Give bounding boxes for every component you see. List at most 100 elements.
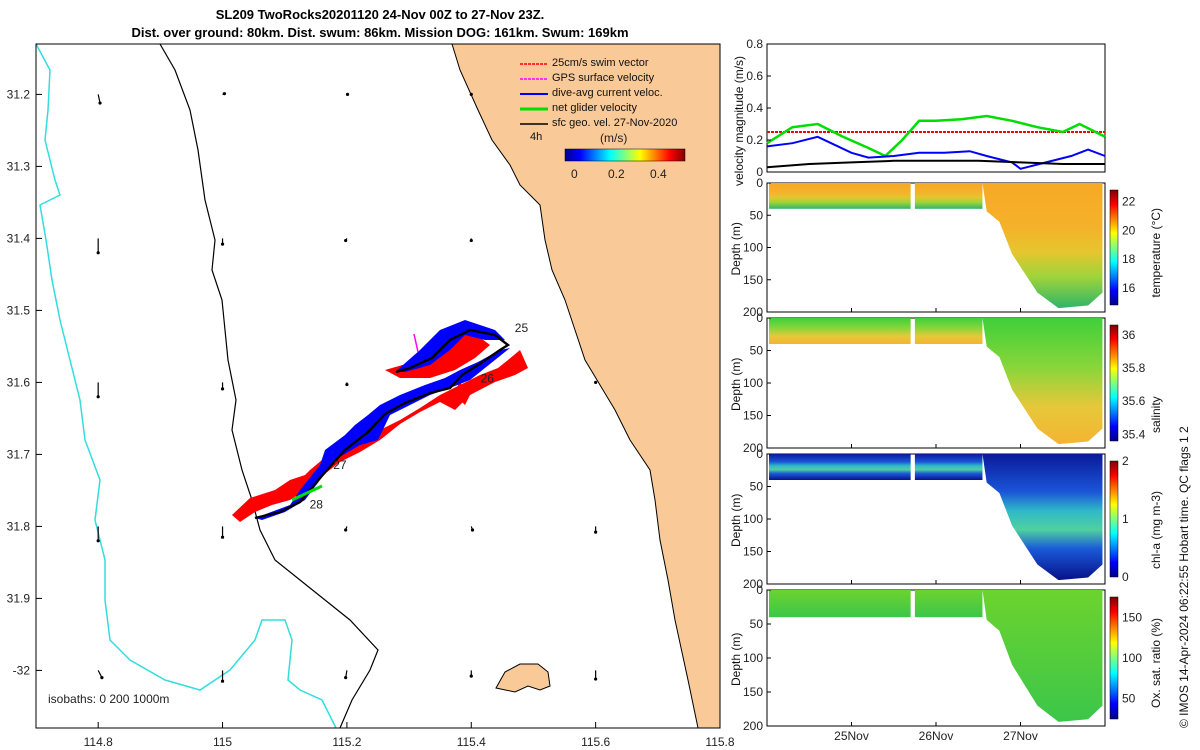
geo-vector-head: [96, 395, 100, 399]
velocity-frame: [766, 43, 1106, 173]
geo-vector-head: [594, 380, 598, 384]
section-y-tick: 150: [743, 545, 763, 559]
section-panel: 0 50 100 150 200 Depth (m) 16 18 20 22 temperature…: [729, 176, 1163, 319]
geo-vector-head: [222, 92, 227, 96]
velocity-ylabel: velocity magnitude (m/s): [732, 56, 746, 186]
section-y-tick: 150: [743, 273, 763, 287]
velocity-y-tick: 0.8: [746, 37, 763, 51]
map-y-tick: 31.9: [7, 591, 31, 605]
section-shallow: [914, 183, 983, 209]
geo-vector-head: [469, 92, 473, 96]
section-y-tick: 100: [743, 376, 763, 390]
land-area: [451, 44, 720, 728]
credit-text: © IMOS 14-Apr-2024 06:22:55 Hobart time.…: [1177, 426, 1191, 728]
chart-subtitle: Dist. over ground: 80km. Dist. swum: 86k…: [131, 25, 629, 40]
map-y-tick: 31.3: [7, 159, 31, 173]
legend-label: GPS surface velocity: [552, 72, 655, 84]
section-ylabel: Depth (m): [729, 494, 743, 547]
geo-vector-head: [345, 92, 350, 96]
dive-avg-vectors: [255, 320, 510, 520]
section-y-tick: 150: [743, 409, 763, 423]
colorbar-tick: 2: [1122, 454, 1129, 468]
section-shallow: [769, 454, 911, 480]
colorbar-tick: 16: [1122, 281, 1136, 295]
map-frame: [35, 43, 721, 729]
speed-colorbar: [564, 148, 686, 162]
section-panel: 0 50 100 150 200 Depth (m) 50 100 150 Ox. sat. ra…: [729, 583, 1163, 743]
section-ylabel: Depth (m): [729, 633, 743, 686]
colorbar-tick: 0: [571, 167, 578, 181]
geo-vector-head: [220, 387, 225, 391]
map-y-tick: 31.8: [7, 519, 31, 533]
legend-label: net glider velocity: [552, 102, 637, 114]
section-deep: [982, 454, 1103, 581]
map-panel: 114.8 115 115.2 115.4 115.6 115.8 31.2 31.3 31.4…: [7, 43, 735, 749]
colorbar-tick: 35.6: [1122, 394, 1146, 408]
geo-vector-head: [98, 101, 102, 105]
colorbar-tick: 0: [1122, 570, 1129, 584]
velocity-y-tick: 0.2: [746, 133, 763, 147]
section-y-tick: 50: [750, 480, 764, 494]
legend-item: dive-avg current veloc.: [520, 87, 663, 99]
section-y-tick: 200: [743, 719, 763, 733]
geo-vector-head: [344, 676, 348, 680]
isobath-label: isobaths: 0 200 1000m: [48, 692, 169, 706]
section-y-tick: 150: [743, 685, 763, 699]
island-rottnest: [495, 663, 551, 693]
section-x-tick: 27Nov: [1003, 729, 1038, 743]
gps-velocity-arrow: [413, 333, 419, 353]
map-y-tick: 31.4: [7, 231, 31, 245]
map-x-tick: 115.6: [581, 735, 610, 749]
section-ylabel: Depth (m): [729, 222, 743, 275]
map-x-tick: 114.8: [84, 735, 113, 749]
velocity-lines: [766, 114, 1106, 170]
section-y-tick: 50: [750, 617, 764, 631]
section-y-tick: 50: [750, 208, 764, 222]
section-colorbar: [1109, 189, 1119, 306]
velocity-series: [766, 114, 1106, 158]
day-label: 27: [333, 458, 347, 472]
geo-vector-head: [220, 242, 225, 246]
section-y-tick: 100: [743, 651, 763, 665]
section-shallow: [914, 590, 983, 618]
geo-vector-head: [469, 238, 473, 243]
legend-item: 25cm/s swim vector: [520, 57, 649, 69]
section-y-tick: 200: [743, 577, 763, 591]
geo-vector-head: [220, 679, 225, 683]
section-deep: [982, 318, 1103, 445]
velocity-panel: 0 0.2 0.4 0.6 0.8 velocity magnitude (m/s): [732, 37, 1106, 186]
map-y-tick: 31.6: [7, 375, 31, 389]
day-label: 26: [481, 371, 495, 385]
day-label: 25: [515, 321, 529, 335]
map-tick-labels: 114.8 115 115.2 115.4 115.6 115.8 31.2 31.3 31.4…: [7, 87, 735, 749]
colorbar-label: chl-a (mg m-3): [1149, 491, 1163, 569]
section-y-tick: 0: [756, 447, 763, 461]
section-x-tick: 26Nov: [919, 729, 954, 743]
colorbar-tick: 35.4: [1122, 427, 1146, 441]
chart-title: SL209 TwoRocks20201120 24-Nov 00Z to 27-…: [215, 7, 545, 22]
map-x-tick: 115: [213, 735, 232, 749]
geo-vector-head: [594, 677, 598, 681]
section-y-tick: 200: [743, 441, 763, 455]
colorbar-label: salinity: [1149, 396, 1163, 433]
geo-vector-head: [96, 539, 100, 543]
map-x-tick: 115.2: [332, 735, 361, 749]
velocity-y-tick: 0: [756, 165, 763, 179]
colorbar-label: temperature (°C): [1149, 208, 1163, 298]
section-y-tick: 0: [756, 311, 763, 325]
section-panel: 0 50 100 150 200 Depth (m) 35.4 35.6 35.8 36 salin…: [729, 311, 1163, 455]
velocity-ticks: 0 0.2 0.4 0.6 0.8: [746, 37, 771, 179]
colorbar-tick: 20: [1122, 223, 1136, 237]
section-shallow: [769, 318, 911, 344]
colorbar-tick: 1: [1122, 512, 1129, 526]
section-deep: [982, 183, 1103, 309]
time-scale-label: 4h: [530, 131, 542, 143]
colorbar-label: Ox. sat. ratio (%): [1149, 618, 1163, 708]
section-y-tick: 200: [743, 305, 763, 319]
section-panel: 0 50 100 150 200 Depth (m) 0 1 2 chl-a (mg m-3): [729, 447, 1163, 591]
section-shallow: [914, 318, 983, 344]
geo-vector-head: [344, 238, 348, 243]
legend-label: 25cm/s swim vector: [552, 57, 649, 69]
net-velocity-arrow: [291, 484, 323, 502]
